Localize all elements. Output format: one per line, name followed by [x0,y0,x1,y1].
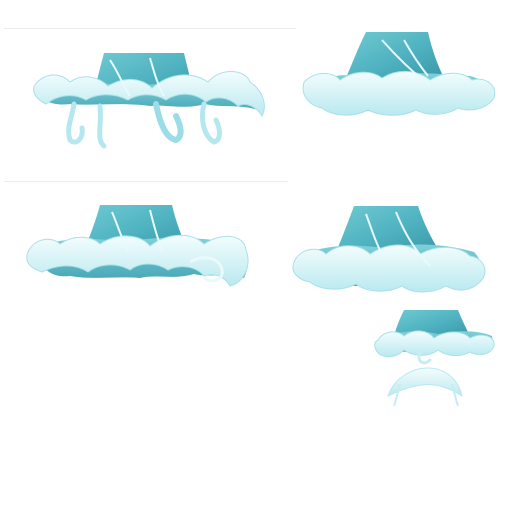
foam-crest [292,244,486,293]
sprite-frame-splash-b [292,206,486,293]
highlight-stroke [381,39,431,87]
foam-drip-left [66,101,85,145]
highlight-stroke [109,57,165,97]
water-cone [394,310,470,336]
foam-crest [33,71,265,118]
sprite-frame-foam-arc [387,367,463,407]
foam-drip-right [199,101,222,145]
sprite-frame-splash-a [26,205,249,287]
highlight-stroke [365,211,431,267]
foam-drip [417,350,432,365]
foam-crest [374,330,495,358]
foam-curl [189,256,224,283]
sprite-frame-splash-drips [33,53,265,149]
frame-guide-line [4,28,296,29]
foam-streak [393,383,459,407]
sprite-frame-small-splash [374,310,495,365]
foam-crest [302,71,496,116]
foam-drip-mid [97,103,107,149]
foam-crest [26,234,249,287]
water-cone [336,206,440,252]
frame-guide-line [4,181,288,182]
foam-arc [387,367,463,398]
foam-drip-center [153,101,184,144]
highlight-stroke [111,209,163,251]
sprite-frame-wide-splash [302,32,496,116]
